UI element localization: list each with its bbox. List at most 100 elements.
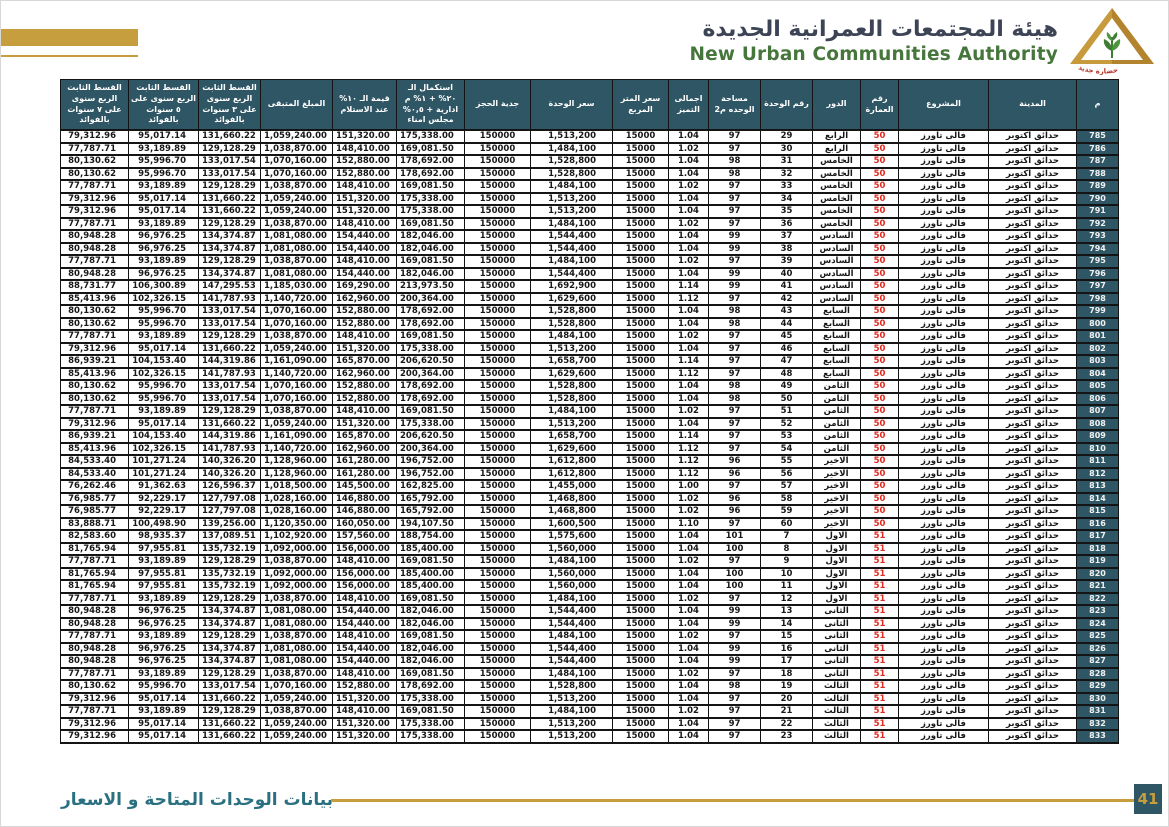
table-row: 827 حدائق اكتوبر فالى تاورز 51 الثانى 17 99 1.0…	[60, 654, 1119, 669]
cell-booking-deposit: 150000	[464, 216, 531, 232]
cell-project: فالى تاورز	[898, 204, 989, 219]
table-row: 808 حدائق اكتوبر فالى تاورز 50 الثامن 52 97 1.0…	[60, 416, 1119, 432]
cell-project: فالى تاورز	[898, 629, 989, 644]
cell-project: فالى تاورز	[898, 479, 989, 494]
table-row: 787 حدائق اكتوبر فالى تاورز 50 الخامس 31 98 1.0…	[60, 154, 1119, 169]
cell-premium-factor: 1.04	[668, 529, 709, 544]
cell-unit-number: 20	[760, 691, 813, 707]
cell-project: فالى تاورز	[898, 654, 989, 669]
cell-booking-deposit: 150000	[464, 141, 531, 157]
cell-meter-price: 15000	[612, 366, 669, 382]
cell-installment-7years: 77,787.71	[60, 141, 129, 157]
cell-unit-area: 98	[708, 391, 761, 407]
cell-project: فالى تاورز	[898, 554, 989, 569]
cell-meter-price: 15000	[612, 541, 669, 557]
cell-completion-20pct-payment: 182,046.00	[396, 641, 465, 657]
cell-city: حدائق اكتوبر	[988, 666, 1077, 682]
cell-booking-deposit: 150000	[464, 441, 531, 457]
cell-floor: الاول	[812, 566, 861, 582]
cell-delivery-10pct-payment: 156,000.00	[332, 541, 397, 557]
cell-unit-price: 1,484,100	[530, 704, 613, 719]
cell-floor: الاول	[812, 541, 861, 557]
cell-unit-price: 1,484,100	[530, 629, 613, 644]
cell-installment-3years: 144,319.86	[198, 354, 261, 369]
cell-building-number: 50	[860, 491, 899, 507]
cell-unit-area: 99	[708, 279, 761, 294]
cell-delivery-10pct-payment: 161,280.00	[332, 466, 397, 482]
cell-installment-7years: 85,413.96	[60, 441, 129, 457]
cell-installment-7years: 77,787.71	[60, 216, 129, 232]
cell-serial: 790	[1076, 191, 1119, 207]
cell-floor: السابع	[812, 354, 861, 369]
cell-installment-3years: 141,787.93	[198, 291, 261, 307]
cell-remaining-amount: 1,140,720.00	[260, 441, 333, 457]
cell-meter-price: 15000	[612, 304, 669, 319]
table-row: 791 حدائق اكتوبر فالى تاورز 50 الخامس 35 97 1.0…	[60, 204, 1119, 219]
table-row: 792 حدائق اكتوبر فالى تاورز 50 الخامس 36 97 1.0…	[60, 216, 1119, 232]
cell-installment-7years: 77,787.71	[60, 404, 129, 419]
table-row: 799 حدائق اكتوبر فالى تاورز 50 السابع 43 98 1.0…	[60, 304, 1119, 319]
page-footer: بيانات الوحدات المتاحة و الاسعار 41	[1, 784, 1168, 818]
cell-premium-factor: 1.04	[668, 341, 709, 357]
column-header-unit-number: رقم الوحدة	[760, 79, 813, 131]
cell-premium-factor: 1.02	[668, 491, 709, 507]
footer-gold-rule	[331, 799, 1134, 802]
cell-meter-price: 15000	[612, 254, 669, 269]
cell-meter-price: 15000	[612, 204, 669, 219]
cell-premium-factor: 1.02	[668, 216, 709, 232]
cell-meter-price: 15000	[612, 229, 669, 244]
cell-unit-price: 1,513,200	[530, 191, 613, 207]
cell-city: حدائق اكتوبر	[988, 154, 1077, 169]
cell-installment-5years: 95,996.70	[128, 316, 199, 332]
cell-completion-20pct-payment: 196,752.00	[396, 466, 465, 482]
cell-city: حدائق اكتوبر	[988, 654, 1077, 669]
cell-completion-20pct-payment: 206,620.50	[396, 354, 465, 369]
cell-building-number: 50	[860, 466, 899, 482]
cell-completion-20pct-payment: 185,400.00	[396, 541, 465, 557]
cell-building-number: 51	[860, 566, 899, 582]
cell-unit-area: 98	[708, 379, 761, 394]
cell-installment-3years: 129,128.29	[198, 141, 261, 157]
table-body: 785 حدائق اكتوبر فالى تاورز 50 الرابع 29 97 1.0…	[60, 129, 1119, 744]
cell-meter-price: 15000	[612, 404, 669, 419]
cell-installment-3years: 126,596.37	[198, 479, 261, 494]
cell-remaining-amount: 1,081,080.00	[260, 241, 333, 257]
cell-installment-7years: 88,731.77	[60, 279, 129, 294]
cell-delivery-10pct-payment: 148,410.00	[332, 666, 397, 682]
cell-installment-5years: 96,976.25	[128, 616, 199, 632]
cell-unit-number: 10	[760, 566, 813, 582]
cell-remaining-amount: 1,059,240.00	[260, 341, 333, 357]
cell-installment-7years: 86,939.21	[60, 354, 129, 369]
table-row: 801 حدائق اكتوبر فالى تاورز 50 السابع 45 97 1.0…	[60, 329, 1119, 344]
cell-delivery-10pct-payment: 151,320.00	[332, 204, 397, 219]
cell-meter-price: 15000	[612, 166, 669, 182]
cell-meter-price: 15000	[612, 216, 669, 232]
cell-unit-number: 59	[760, 504, 813, 519]
cell-installment-7years: 77,787.71	[60, 629, 129, 644]
cell-booking-deposit: 150000	[464, 166, 531, 182]
cell-completion-20pct-payment: 165,792.00	[396, 504, 465, 519]
cell-serial: 796	[1076, 266, 1119, 282]
cell-delivery-10pct-payment: 156,000.00	[332, 566, 397, 582]
cell-project: فالى تاورز	[898, 579, 989, 594]
cell-unit-price: 1,629,600	[530, 366, 613, 382]
cell-unit-area: 98	[708, 304, 761, 319]
cell-unit-number: 39	[760, 254, 813, 269]
cell-unit-area: 97	[708, 716, 761, 732]
cell-installment-7years: 80,948.28	[60, 229, 129, 244]
cell-booking-deposit: 150000	[464, 479, 531, 494]
cell-unit-number: 48	[760, 366, 813, 382]
cell-city: حدائق اكتوبر	[988, 566, 1077, 582]
cell-installment-5years: 95,017.14	[128, 729, 199, 744]
cell-installment-7years: 77,787.71	[60, 554, 129, 569]
cell-installment-3years: 135,732.19	[198, 541, 261, 557]
cell-serial: 805	[1076, 379, 1119, 394]
table-row: 833 حدائق اكتوبر فالى تاورز 51 الثالث 23 97 1.0…	[60, 729, 1119, 744]
cell-unit-number: 34	[760, 191, 813, 207]
cell-project: فالى تاورز	[898, 729, 989, 744]
footer-section-title: بيانات الوحدات المتاحة و الاسعار	[61, 790, 334, 810]
cell-unit-number: 29	[760, 129, 813, 144]
cell-unit-area: 101	[708, 529, 761, 544]
table-row: 796 حدائق اكتوبر فالى تاورز 50 السادس 40 99 1.0…	[60, 266, 1119, 282]
